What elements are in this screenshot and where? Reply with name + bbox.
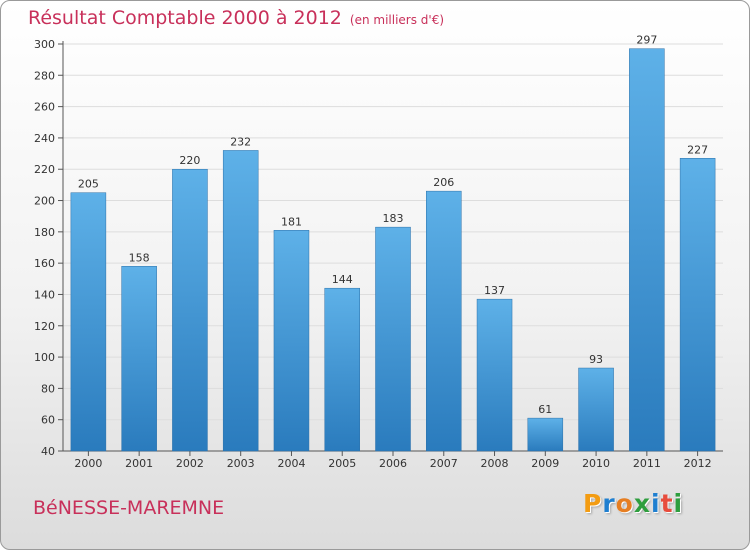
- x-tick-label-2009: 2009: [531, 457, 559, 470]
- y-tick-label: 40: [41, 445, 55, 458]
- data-label-2002: 220: [179, 154, 200, 167]
- data-label-2010: 93: [589, 353, 603, 366]
- x-tick-label-2001: 2001: [125, 457, 153, 470]
- y-tick-label: 80: [41, 382, 55, 395]
- y-tick-label: 280: [34, 69, 55, 82]
- logo-letter: r: [602, 489, 616, 518]
- y-tick-label: 240: [34, 132, 55, 145]
- data-label-2009: 61: [538, 403, 552, 416]
- data-label-2007: 206: [433, 176, 454, 189]
- data-label-2003: 232: [230, 135, 251, 148]
- data-label-2004: 181: [281, 215, 302, 228]
- logo-letter: i: [673, 489, 684, 518]
- proxiti-logo: Proxiti: [583, 489, 683, 518]
- chart-title: Résultat Comptable 2000 à 2012 (en millie…: [28, 7, 444, 29]
- logo-letter: P: [583, 489, 603, 518]
- x-tick-label-2011: 2011: [633, 457, 661, 470]
- y-tick-label: 260: [34, 101, 55, 114]
- y-tick-label: 60: [41, 414, 55, 427]
- x-tick-label-2006: 2006: [379, 457, 407, 470]
- x-tick-label-2010: 2010: [582, 457, 610, 470]
- y-tick-label: 180: [34, 226, 55, 239]
- title-text: Résultat Comptable 2000 à 2012: [28, 7, 342, 29]
- x-tick-labels: 2000 2001 2002 2003 2004 2005 2006 2007 2008 2009…: [74, 457, 711, 470]
- y-tick-label: 140: [34, 288, 55, 301]
- y-tick-labels: 40 60 80 100 120 140 160 180 200 220 240 260 280 300: [34, 38, 55, 458]
- y-tick-label: 120: [34, 320, 55, 333]
- bar-2012: [679, 158, 716, 452]
- bar-2002: [172, 168, 208, 452]
- commune-name: BéNESSE-MAREMNE: [33, 497, 225, 519]
- bar-2003: [222, 150, 259, 452]
- x-tick-label-2002: 2002: [176, 457, 204, 470]
- bar-2000: [70, 192, 107, 452]
- bar-2010: [578, 367, 614, 452]
- data-label-2005: 144: [332, 273, 353, 286]
- y-tick-label: 160: [34, 257, 55, 270]
- x-tick-label-2008: 2008: [481, 457, 509, 470]
- y-tick-label: 220: [34, 163, 55, 176]
- data-label-2011: 297: [636, 34, 657, 47]
- bar-2011: [629, 48, 665, 452]
- logo-letter: i: [651, 489, 661, 518]
- bar-2005: [324, 287, 360, 452]
- x-tick-label-2004: 2004: [277, 457, 305, 470]
- y-tick-label: 100: [34, 351, 55, 364]
- logo-letter: t: [660, 489, 674, 518]
- data-label-2008: 137: [484, 284, 505, 297]
- logo-letter: o: [615, 489, 634, 518]
- x-tick-label-2005: 2005: [328, 457, 356, 470]
- bar-2001: [121, 266, 157, 452]
- bar-2009: [527, 417, 564, 452]
- title-unit: (en milliers d'€): [349, 13, 445, 27]
- bar-2006: [375, 226, 411, 452]
- bar-2004: [273, 230, 310, 452]
- data-label-2001: 158: [129, 251, 150, 264]
- y-tick-label: 200: [34, 195, 55, 208]
- logo-letter: x: [633, 489, 651, 518]
- data-label-2000: 205: [78, 178, 99, 191]
- data-label-2006: 183: [383, 212, 404, 225]
- y-tick-label: 300: [34, 38, 55, 51]
- x-tick-label-2000: 2000: [74, 457, 102, 470]
- bar-2008: [476, 298, 513, 452]
- data-labels: 205 158 220 232 181 144 183 206 137 61 93 297 227: [78, 34, 708, 416]
- data-label-2012: 227: [687, 143, 708, 156]
- bars: [70, 48, 716, 452]
- x-tick-label-2007: 2007: [430, 457, 458, 470]
- x-tick-label-2012: 2012: [684, 457, 712, 470]
- bar-2007: [426, 190, 462, 452]
- x-tick-label-2003: 2003: [227, 457, 255, 470]
